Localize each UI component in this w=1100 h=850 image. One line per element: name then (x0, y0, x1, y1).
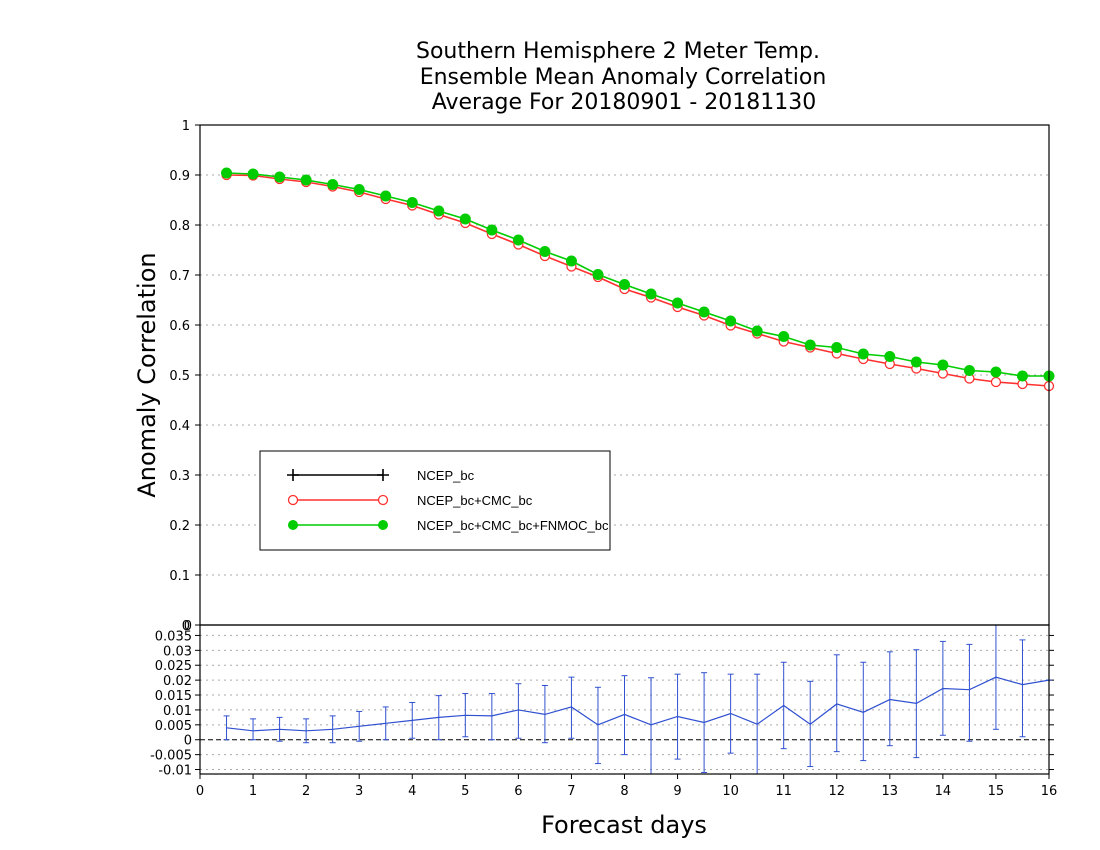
series-point-3 (672, 297, 684, 309)
series-point-3 (884, 351, 896, 362)
chart-title-line-1: Southern Hemisphere 2 Meter Temp. (416, 39, 820, 64)
series-point-3 (937, 359, 949, 371)
series-point-3 (433, 205, 445, 217)
series-point-3 (645, 288, 657, 300)
series-point-3 (857, 348, 869, 360)
difference-y-tick-label: 0.03 (163, 644, 192, 659)
series-point-3 (725, 315, 737, 327)
series-point-3 (698, 306, 710, 318)
main-y-tick-label: 0 (182, 619, 190, 634)
main-y-tick-label: 0.9 (169, 169, 190, 184)
series-point-3 (565, 255, 577, 267)
series-point-3 (406, 197, 418, 208)
series-point-3 (804, 339, 816, 351)
difference-y-tick-label: 0.02 (163, 674, 192, 689)
difference-y-tick-label: -0.005 (150, 749, 192, 764)
x-tick-label: 8 (620, 784, 628, 799)
legend-label-3: NCEP_bc+CMC_bc+FNMOC_bc (417, 518, 609, 533)
series-point-3 (459, 213, 471, 225)
x-tick-label: 2 (302, 784, 310, 799)
series-point-3 (778, 331, 790, 342)
series-point-3 (963, 365, 975, 376)
legend: NCEP_bc NCEP_bc+CMC_bc NCEP_bc+CMC_bc+FNMO… (259, 450, 611, 551)
series-point-3 (247, 168, 259, 180)
difference-panel-ticks: -0.01-0.00500.0050.010.0150.020.0250.030… (150, 619, 1057, 799)
difference-y-tick-label: 0.035 (155, 629, 192, 644)
x-tick-label: 14 (935, 784, 952, 799)
legend-marker-3 (288, 520, 298, 530)
main-y-tick-label: 0.1 (169, 569, 190, 584)
series-point-3 (751, 325, 763, 337)
main-y-tick-label: 0.6 (169, 319, 190, 334)
main-y-tick-label: 1 (182, 119, 190, 134)
chart-title-line-3: Average For 20180901 - 20181130 (432, 90, 817, 115)
main-y-tick-label: 0.4 (169, 419, 190, 434)
series-line-2 (226, 174, 1050, 387)
legend-label-1: NCEP_bc (417, 468, 475, 483)
legend-marker-2 (377, 494, 389, 506)
x-tick-label: 1 (249, 784, 257, 799)
x-axis-title: Forecast days (541, 811, 707, 839)
series-point-2 (990, 376, 1002, 388)
main-y-tick-label: 0.8 (169, 219, 190, 234)
series-point-3 (512, 234, 524, 246)
legend-marker-1 (377, 469, 389, 481)
main-panel-y-ticks: 0 0.1 0.2 0.3 0.4 0.5 0.6 0.7 0.8 0.9 1 (169, 119, 200, 634)
series-line-3 (226, 172, 1049, 377)
x-tick-label: 12 (828, 784, 845, 799)
series-point-3 (380, 190, 392, 202)
main-y-tick-label: 0.2 (169, 519, 190, 534)
legend-marker-2 (287, 494, 299, 506)
difference-y-tick-label: 0.01 (163, 704, 192, 719)
series-point-3 (619, 279, 630, 290)
difference-y-tick-label: 0.025 (155, 659, 192, 674)
x-tick-label: 13 (882, 784, 899, 799)
series-point-3 (831, 342, 843, 353)
difference-y-tick-label: -0.01 (158, 764, 192, 779)
difference-y-tick-label: 0 (184, 734, 192, 749)
chart-title-line-2: Ensemble Mean Anomaly Correlation (420, 65, 827, 90)
series-point-3 (353, 184, 365, 195)
series-point-3 (592, 269, 604, 280)
series-point-3 (990, 366, 1002, 378)
difference-y-tick-label: 0.005 (155, 719, 192, 734)
series-point-3 (539, 246, 551, 257)
main-y-tick-label: 0.3 (169, 469, 190, 484)
x-tick-label: 0 (196, 784, 204, 799)
x-tick-label: 6 (514, 784, 522, 799)
difference-panel-frame (199, 624, 1050, 775)
series-point-3 (327, 179, 339, 190)
x-tick-label: 11 (775, 784, 792, 799)
legend-marker-3 (378, 520, 388, 530)
x-tick-label: 3 (355, 784, 363, 799)
series-point-3 (274, 171, 286, 183)
x-tick-label: 16 (1041, 784, 1058, 799)
series-point-3 (486, 224, 498, 236)
x-tick-label: 10 (722, 784, 739, 799)
series-point-3 (221, 167, 233, 179)
x-tick-label: 15 (988, 784, 1005, 799)
main-y-tick-label: 0.7 (169, 269, 190, 284)
difference-top-tick-label: 0 (184, 619, 192, 634)
difference-line (226, 676, 1050, 732)
difference-panel-series (223, 624, 1052, 775)
legend-label-2: NCEP_bc+CMC_bc (417, 493, 533, 508)
x-tick-label: 5 (461, 784, 469, 799)
series-point-3 (1016, 370, 1028, 382)
legend-marker-1 (287, 469, 299, 481)
x-tick-label: 9 (673, 784, 681, 799)
x-tick-label: 7 (567, 784, 575, 799)
y-axis-title: Anomaly Correlation (133, 252, 161, 497)
main-y-tick-label: 0.5 (169, 369, 190, 384)
series-point-3 (300, 174, 312, 186)
series-point-3 (910, 356, 922, 368)
main-panel-series (221, 167, 1055, 392)
difference-y-tick-label: 0.015 (155, 689, 192, 704)
x-tick-label: 4 (408, 784, 416, 799)
